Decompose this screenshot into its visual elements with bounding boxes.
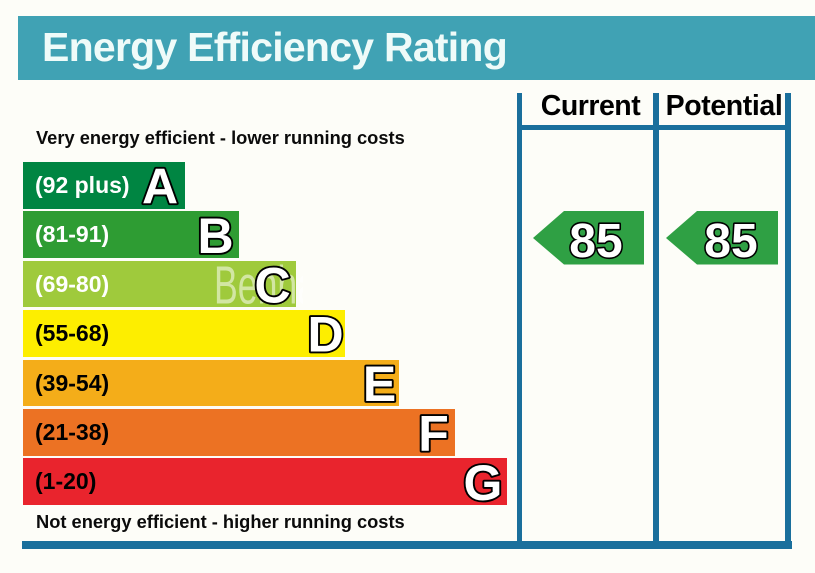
svg-text:85: 85: [704, 215, 757, 268]
svg-text:85: 85: [569, 215, 622, 268]
svg-text:G: G: [464, 455, 503, 511]
svg-text:D: D: [307, 307, 343, 363]
svg-text:C: C: [254, 257, 290, 313]
svg-text:B: B: [197, 208, 233, 264]
svg-text:F: F: [418, 406, 449, 462]
svg-text:A: A: [142, 159, 178, 215]
svg-text:Benham: Benham: [214, 255, 347, 315]
svg-text:E: E: [363, 356, 396, 412]
